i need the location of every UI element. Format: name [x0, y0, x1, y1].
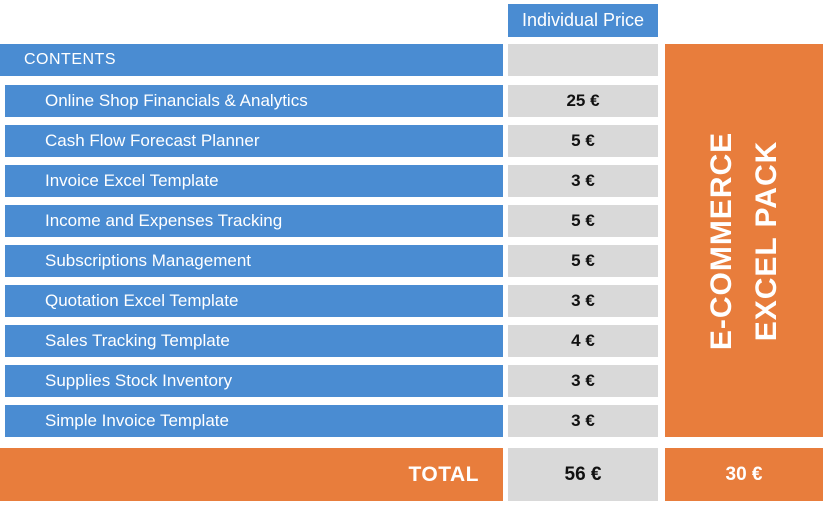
- item-rows: Online Shop Financials & Analytics 25 € Ca…: [0, 85, 658, 445]
- item-price: 5 €: [508, 125, 658, 157]
- item-price: 3 €: [508, 365, 658, 397]
- pack-banner-text: E-COMMERCE EXCEL PACK: [665, 44, 823, 437]
- item-label: Cash Flow Forecast Planner: [5, 125, 503, 157]
- item-label: Income and Expenses Tracking: [5, 205, 503, 237]
- item-label: Quotation Excel Template: [5, 285, 503, 317]
- item-label: Sales Tracking Template: [5, 325, 503, 357]
- item-price: 3 €: [508, 285, 658, 317]
- item-label: Invoice Excel Template: [5, 165, 503, 197]
- pack-banner-line2: EXCEL PACK: [750, 140, 783, 341]
- contents-header: CONTENTS: [0, 44, 503, 76]
- item-price: 5 €: [508, 245, 658, 277]
- table-row: Income and Expenses Tracking 5 €: [0, 205, 658, 237]
- contents-price-spacer: [508, 44, 658, 76]
- total-label: TOTAL: [0, 448, 503, 501]
- individual-price-header: Individual Price: [508, 4, 658, 37]
- item-label: Online Shop Financials & Analytics: [5, 85, 503, 117]
- table-row: Quotation Excel Template 3 €: [0, 285, 658, 317]
- item-price: 4 €: [508, 325, 658, 357]
- table-row: Sales Tracking Template 4 €: [0, 325, 658, 357]
- table-row: Online Shop Financials & Analytics 25 €: [0, 85, 658, 117]
- pack-banner: E-COMMERCE EXCEL PACK: [665, 44, 823, 437]
- table-row: Cash Flow Forecast Planner 5 €: [0, 125, 658, 157]
- table-row: Invoice Excel Template 3 €: [0, 165, 658, 197]
- item-price: 5 €: [508, 205, 658, 237]
- item-label: Simple Invoice Template: [5, 405, 503, 437]
- item-price: 25 €: [508, 85, 658, 117]
- total-individual-price: 56 €: [508, 448, 658, 501]
- item-price: 3 €: [508, 405, 658, 437]
- pack-price: 30 €: [665, 448, 823, 501]
- item-price: 3 €: [508, 165, 658, 197]
- item-label: Subscriptions Management: [5, 245, 503, 277]
- pack-banner-line1: E-COMMERCE: [705, 131, 738, 350]
- item-label: Supplies Stock Inventory: [5, 365, 503, 397]
- table-row: Supplies Stock Inventory 3 €: [0, 365, 658, 397]
- table-row: Simple Invoice Template 3 €: [0, 405, 658, 437]
- table-row: Subscriptions Management 5 €: [0, 245, 658, 277]
